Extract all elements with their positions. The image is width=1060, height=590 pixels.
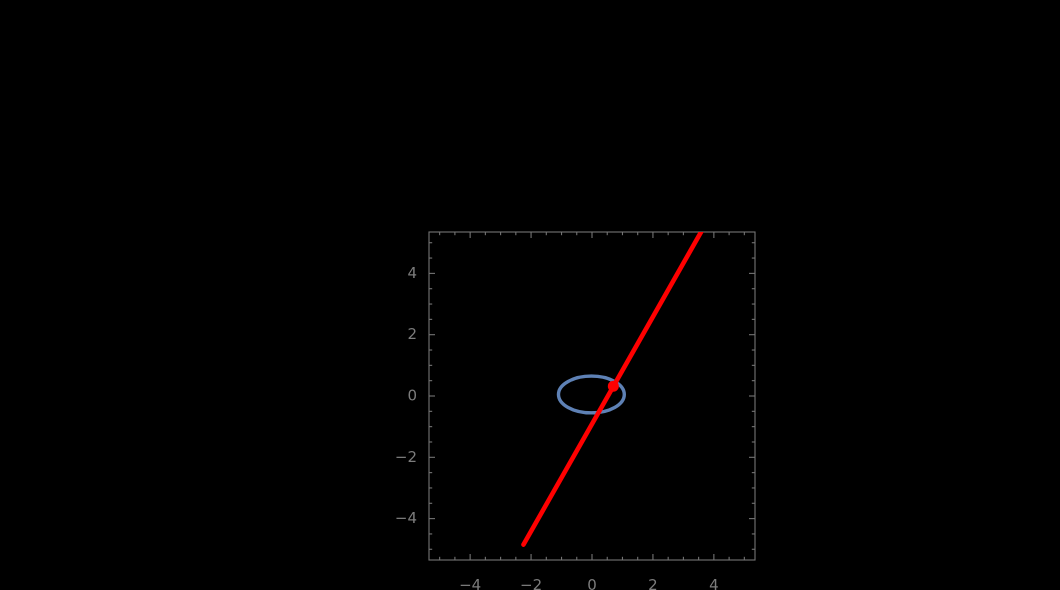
data-layer (521, 232, 704, 547)
x-tick-label: 2 (648, 576, 658, 590)
y-tick-label: 2 (407, 325, 417, 343)
axis-ticks (429, 232, 755, 560)
y-tick-label: −2 (395, 448, 417, 466)
y-tick-label: 4 (407, 264, 417, 282)
intersection-point-marker (607, 380, 619, 392)
x-tick-label: −2 (520, 576, 542, 590)
x-tick-label: −4 (459, 576, 481, 590)
plot-frame (428, 231, 756, 561)
x-tick-label: 0 (587, 576, 597, 590)
y-tick-label: −4 (395, 509, 417, 527)
x-tick-label: 4 (709, 576, 719, 590)
ellipse-curve (556, 374, 626, 415)
axis-tick-labels: −4 −2 0 2 4 −4 −2 0 2 4 (395, 264, 719, 590)
y-tick-label: 0 (407, 387, 417, 405)
